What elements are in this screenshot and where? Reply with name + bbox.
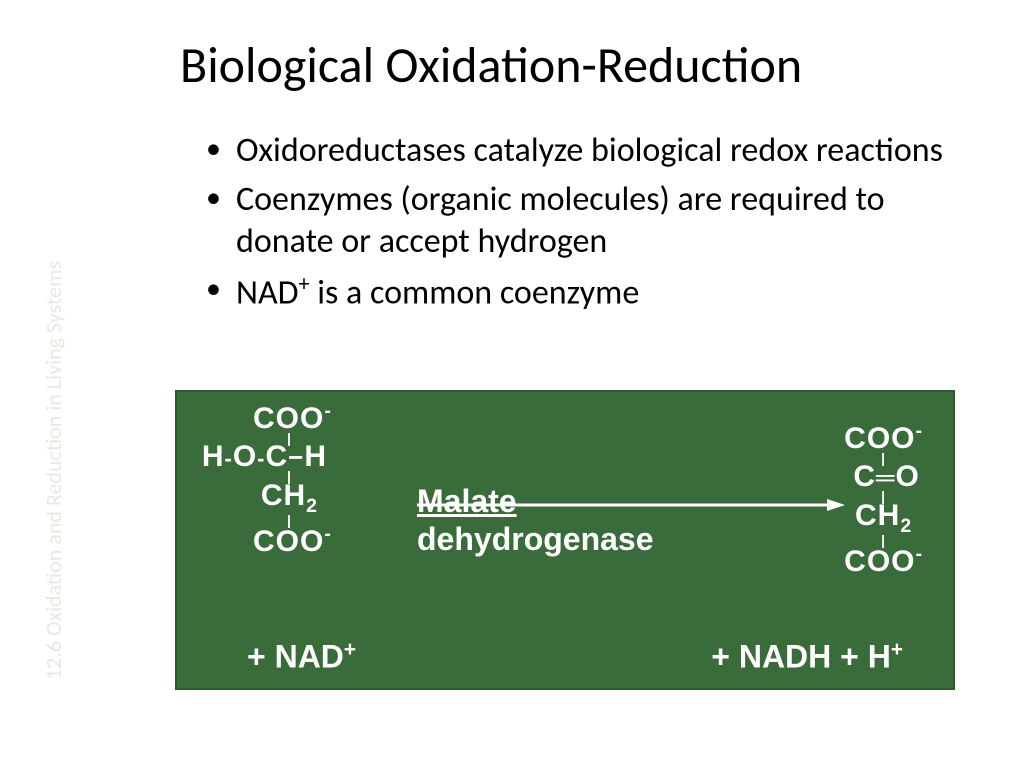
malate-structure: COO- | H-O-C−H | CH2 | COO- — [197, 402, 332, 557]
section-label: 12.6 Oxidation and Reduction in Living S… — [40, 261, 67, 680]
enzyme-line2: dehydrogenase — [417, 521, 654, 557]
nad-reactant: + NAD+ — [247, 638, 356, 676]
bullet-item: Oxidoreductases catalyze biological redo… — [200, 130, 960, 173]
enzyme-label: Malate dehydrogenase — [417, 482, 654, 559]
bullet-item: Coenzymes (organic molecules) are requir… — [200, 179, 960, 264]
bullet-item: NAD+ is a common coenzyme — [200, 270, 960, 315]
reaction-arrow-icon — [417, 497, 847, 513]
reaction-panel: COO- | H-O-C−H | CH2 | COO- Malate dehyd… — [175, 390, 955, 690]
oxaloacetate-structure: COO- | C═O | CH2 | COO- — [844, 422, 923, 577]
bullet-list: Oxidoreductases catalyze biological redo… — [200, 130, 960, 320]
slide-title: Biological Oxidation-Reduction — [180, 35, 802, 96]
nadh-product: + NADH + H+ — [711, 638, 903, 676]
